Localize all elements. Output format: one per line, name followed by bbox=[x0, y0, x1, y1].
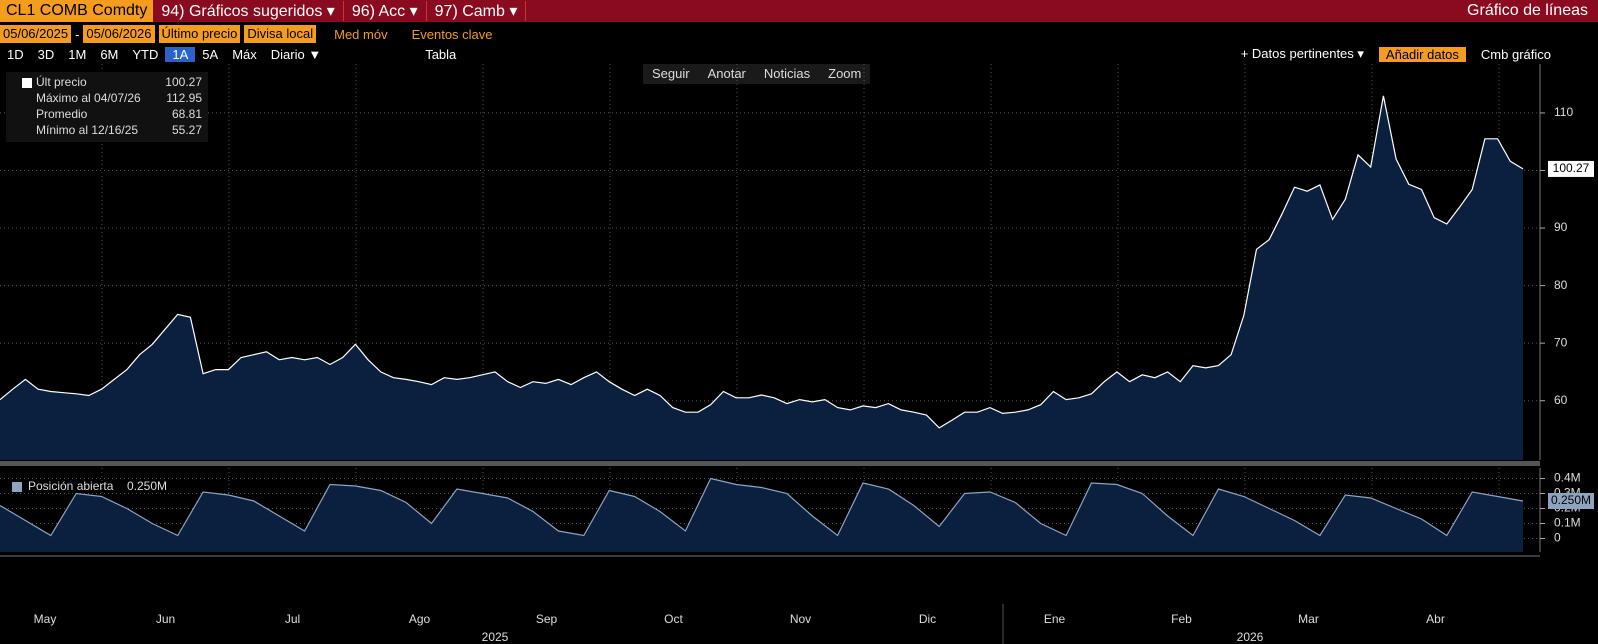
stat-value: 100.27 bbox=[165, 75, 202, 89]
year-label: 2025 bbox=[482, 630, 509, 644]
y-tick-label: 70 bbox=[1554, 335, 1568, 349]
range[interactable]: 6M bbox=[100, 46, 119, 62]
ticker[interactable]: CL1 COMB Comdty bbox=[0, 0, 154, 22]
area bbox=[0, 95, 1523, 461]
x-tick-label: Nov bbox=[790, 612, 811, 626]
year-label: 2026 bbox=[1237, 630, 1264, 644]
x-tick-label: Dic bbox=[919, 612, 936, 626]
last-value: 100.27 bbox=[1553, 161, 1590, 175]
last-tag bbox=[1548, 160, 1594, 177]
frequency[interactable]: Diario ▼ bbox=[270, 46, 322, 62]
tool[interactable]: Zoom bbox=[828, 66, 862, 81]
last-value: 0.250M bbox=[1551, 493, 1591, 507]
stat-label: Promedio bbox=[36, 107, 88, 121]
y-tick-label: 0 bbox=[1554, 531, 1561, 545]
chart: May Jun Jul Ago Sep Oct Nov Dic Ene Feb Mar Abr 2025… bbox=[0, 64, 1594, 644]
tool[interactable]: Seguir bbox=[652, 66, 690, 81]
range[interactable]: 5A bbox=[202, 46, 219, 62]
x-tick-label: Oct bbox=[664, 612, 683, 626]
legend-value: 0.250M bbox=[127, 479, 167, 493]
legend-box bbox=[6, 72, 208, 142]
sep: - bbox=[75, 26, 80, 42]
range[interactable]: 3D bbox=[37, 46, 55, 62]
tool[interactable]: Anotar bbox=[707, 66, 746, 81]
x-tick-label: Jul bbox=[285, 612, 300, 626]
x-tick-label: Abr bbox=[1426, 612, 1445, 626]
range[interactable]: Máx bbox=[232, 46, 257, 62]
range[interactable]: YTD bbox=[132, 46, 159, 62]
tool[interactable]: Noticias bbox=[763, 66, 811, 81]
legend-label: Posición abierta bbox=[28, 479, 114, 493]
x-tick-label: Sep bbox=[536, 612, 558, 626]
y-tick-label: 60 bbox=[1554, 393, 1568, 407]
range-bar: 1D 3D 1M 6M YTD 1A 5A Máx Diario ▼ Tabla… bbox=[0, 44, 1598, 64]
currency[interactable]: Divisa local bbox=[244, 25, 317, 43]
y-tick-label: 110 bbox=[1554, 105, 1573, 119]
legend-swatch bbox=[22, 78, 32, 88]
y-tick-label: 80 bbox=[1554, 278, 1568, 292]
tool[interactable]: + Datos pertinentes ▾ bbox=[1240, 46, 1364, 61]
option[interactable]: Eventos clave bbox=[411, 26, 493, 42]
table[interactable]: Tabla bbox=[425, 46, 457, 62]
menu[interactable]: 96) Acc ▾ bbox=[344, 1, 427, 21]
x-tick-label: Jun bbox=[156, 612, 175, 626]
start-date[interactable]: 05/06/2025 bbox=[0, 25, 72, 43]
tool[interactable]: Añadir datos bbox=[1378, 46, 1466, 62]
tool[interactable]: Cmb gráfico bbox=[1480, 46, 1551, 62]
legend-swatch bbox=[12, 482, 22, 492]
menu[interactable]: 97) Camb ▾ bbox=[427, 1, 527, 21]
range[interactable]: 1D bbox=[7, 46, 24, 62]
y-tick-label: 90 bbox=[1554, 220, 1568, 234]
end-date[interactable]: 05/06/2026 bbox=[83, 25, 155, 43]
field[interactable]: Último precio bbox=[158, 25, 241, 43]
x-tick-label: Ago bbox=[409, 612, 431, 626]
stat-value: 112.95 bbox=[166, 91, 202, 105]
settings-bar: 05/06/2025- 05/06/2026 Último precio Div… bbox=[0, 24, 1598, 44]
y-tick-label: 0.4M bbox=[1554, 471, 1581, 485]
range[interactable]: 1A bbox=[165, 46, 196, 62]
view-title: Gráfico de líneas bbox=[1467, 2, 1588, 19]
stat-label: Últ precio bbox=[36, 74, 87, 89]
stat-label: Máximo al 04/07/26 bbox=[36, 91, 141, 105]
stat-value: 55.27 bbox=[172, 123, 202, 137]
y-tick-label: 0.1M bbox=[1554, 516, 1581, 530]
x-tick-label: Feb bbox=[1171, 612, 1192, 626]
option[interactable]: Med móv bbox=[334, 26, 388, 42]
x-tick-label: Ene bbox=[1044, 612, 1066, 626]
menu[interactable]: 94) Gráficos sugeridos ▾ bbox=[153, 1, 344, 21]
x-tick-label: Mar bbox=[1298, 612, 1319, 626]
stat-label: Mínimo al 12/16/25 bbox=[36, 123, 138, 137]
range[interactable]: 1M bbox=[68, 46, 87, 62]
separator bbox=[0, 461, 1540, 466]
x-tick-label: May bbox=[34, 612, 57, 626]
last-tag bbox=[1548, 493, 1594, 509]
line bbox=[0, 95, 1524, 429]
chart-tools: Seguir Anotar Noticias Zoom bbox=[643, 64, 871, 84]
area bbox=[0, 478, 1523, 552]
title-bar: CL1 COMB Comdty 94) Gráficos sugeridos ▾… bbox=[0, 0, 1598, 22]
stat-value: 68.81 bbox=[172, 107, 202, 121]
line bbox=[0, 477, 1524, 537]
